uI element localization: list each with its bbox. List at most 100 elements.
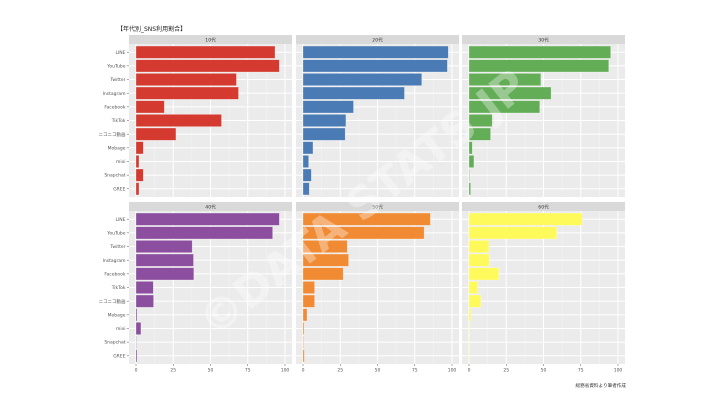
bar-ニコニコ動画 bbox=[135, 127, 177, 141]
x-tick-label: 50 bbox=[541, 368, 547, 374]
bar-Facebook bbox=[302, 267, 344, 281]
bar-Mobage bbox=[135, 308, 138, 322]
x-tick-label: 75 bbox=[412, 368, 418, 374]
bar-mixi bbox=[302, 155, 309, 168]
facet-panel: 50代 bbox=[296, 202, 459, 364]
facet-panels: 10代 20代 30代 40代 50代 60代 bbox=[129, 35, 625, 364]
y-tick-label: Facebook bbox=[104, 104, 126, 110]
y-tick-label: Twitter bbox=[109, 77, 125, 83]
y-tick-label: GREE bbox=[113, 353, 125, 359]
y-tick-label: Instagram bbox=[103, 258, 126, 264]
y-tick-label: mixi bbox=[116, 159, 126, 165]
y-tick-label: ニコニコ動画 bbox=[99, 298, 126, 305]
bar-Mobage bbox=[468, 141, 473, 155]
bar-ニコニコ動画 bbox=[302, 127, 346, 141]
y-axes: LINE YouTube Twitter Instagram Facebook TikTo… bbox=[99, 50, 129, 359]
bar-Snapchat bbox=[468, 168, 470, 182]
facet-panel: 40代 bbox=[129, 202, 292, 364]
facet-panel: 20代 bbox=[296, 35, 459, 197]
bar-mixi bbox=[135, 155, 140, 168]
y-tick-label: Mobage bbox=[108, 145, 126, 151]
x-tick-label: 75 bbox=[245, 368, 251, 374]
facet-strip bbox=[462, 202, 625, 211]
x-tick-label: 25 bbox=[503, 368, 509, 374]
chart-caption: 総務省資料より筆者作成 bbox=[576, 382, 627, 389]
bar-GREE bbox=[302, 182, 310, 196]
bar-Instagram bbox=[468, 86, 552, 100]
facet-strip bbox=[129, 35, 292, 44]
facet-strip-label: 20代 bbox=[372, 36, 383, 43]
bar-Twitter bbox=[135, 240, 193, 253]
bar-TikTok bbox=[302, 114, 347, 127]
bar-Snapchat bbox=[135, 168, 144, 182]
y-tick-label: TikTok bbox=[111, 118, 126, 124]
bar-TikTok bbox=[135, 281, 154, 294]
bar-GREE bbox=[135, 349, 138, 363]
bar-LINE bbox=[302, 212, 431, 226]
y-tick-label: Mobage bbox=[108, 312, 126, 318]
y-tick-label: Snapchat bbox=[104, 173, 125, 179]
bar-Twitter bbox=[468, 73, 542, 86]
bar-mixi bbox=[135, 322, 142, 335]
facet-strip-label: 50代 bbox=[372, 203, 383, 210]
bar-Mobage bbox=[468, 308, 472, 322]
bar-Facebook bbox=[135, 267, 195, 281]
bar-LINE bbox=[468, 212, 583, 226]
bar-TikTok bbox=[302, 281, 315, 294]
bar-Facebook bbox=[135, 100, 165, 114]
bar-LINE bbox=[302, 45, 449, 59]
x-tick-label: 0 bbox=[302, 368, 305, 374]
chart-title: 【年代別_SNS利用割合】 bbox=[117, 25, 186, 33]
facet-strip-label: 40代 bbox=[205, 203, 216, 210]
x-tick-label: 100 bbox=[448, 368, 457, 374]
x-tick-label: 0 bbox=[135, 368, 138, 374]
y-tick-label: Facebook bbox=[104, 271, 126, 277]
bar-ニコニコ動画 bbox=[302, 294, 315, 308]
bar-Mobage bbox=[135, 141, 144, 155]
y-tick-label: ニコニコ動画 bbox=[99, 131, 126, 138]
bar-Twitter bbox=[468, 240, 490, 253]
y-tick-label: mixi bbox=[116, 326, 126, 332]
bar-mixi bbox=[468, 322, 470, 335]
facet-panel: 30代 bbox=[462, 35, 625, 197]
bar-Snapchat bbox=[302, 168, 312, 182]
y-tick-label: LINE bbox=[115, 217, 125, 223]
x-tick-label: 0 bbox=[468, 368, 471, 374]
bar-mixi bbox=[468, 155, 475, 168]
bar-TikTok bbox=[468, 281, 478, 294]
bar-Mobage bbox=[302, 141, 314, 155]
bar-LINE bbox=[468, 45, 611, 59]
facet-strip bbox=[129, 202, 292, 211]
bar-Mobage bbox=[302, 308, 308, 322]
bar-Instagram bbox=[468, 253, 490, 267]
facet-strip-label: 30代 bbox=[538, 36, 549, 43]
facet-strip bbox=[462, 35, 625, 44]
bar-Facebook bbox=[468, 100, 541, 114]
facet-strip bbox=[296, 202, 459, 211]
bar-LINE bbox=[135, 212, 280, 226]
y-tick-label: Instagram bbox=[103, 91, 126, 97]
bar-YouTube bbox=[468, 226, 558, 240]
bar-mixi bbox=[302, 322, 305, 335]
bar-LINE bbox=[135, 45, 276, 59]
bar-ニコニコ動画 bbox=[468, 294, 482, 308]
bar-Instagram bbox=[135, 253, 194, 267]
y-tick-label: TikTok bbox=[111, 285, 126, 291]
bar-Twitter bbox=[135, 73, 237, 86]
y-tick-label: Twitter bbox=[109, 244, 125, 250]
bar-GREE bbox=[135, 182, 140, 196]
bar-TikTok bbox=[135, 114, 222, 127]
facet-strip bbox=[296, 35, 459, 44]
bar-Facebook bbox=[302, 100, 354, 114]
bar-ニコニコ動画 bbox=[468, 127, 491, 141]
bar-Twitter bbox=[302, 240, 348, 253]
bar-YouTube bbox=[302, 59, 448, 73]
y-tick-label: LINE bbox=[115, 50, 125, 56]
x-tick-label: 25 bbox=[170, 368, 176, 374]
bar-YouTube bbox=[468, 59, 610, 73]
x-tick-label: 50 bbox=[375, 368, 381, 374]
facet-panel: 10代 bbox=[129, 35, 292, 197]
bar-YouTube bbox=[302, 226, 425, 240]
bar-GREE bbox=[468, 349, 470, 363]
